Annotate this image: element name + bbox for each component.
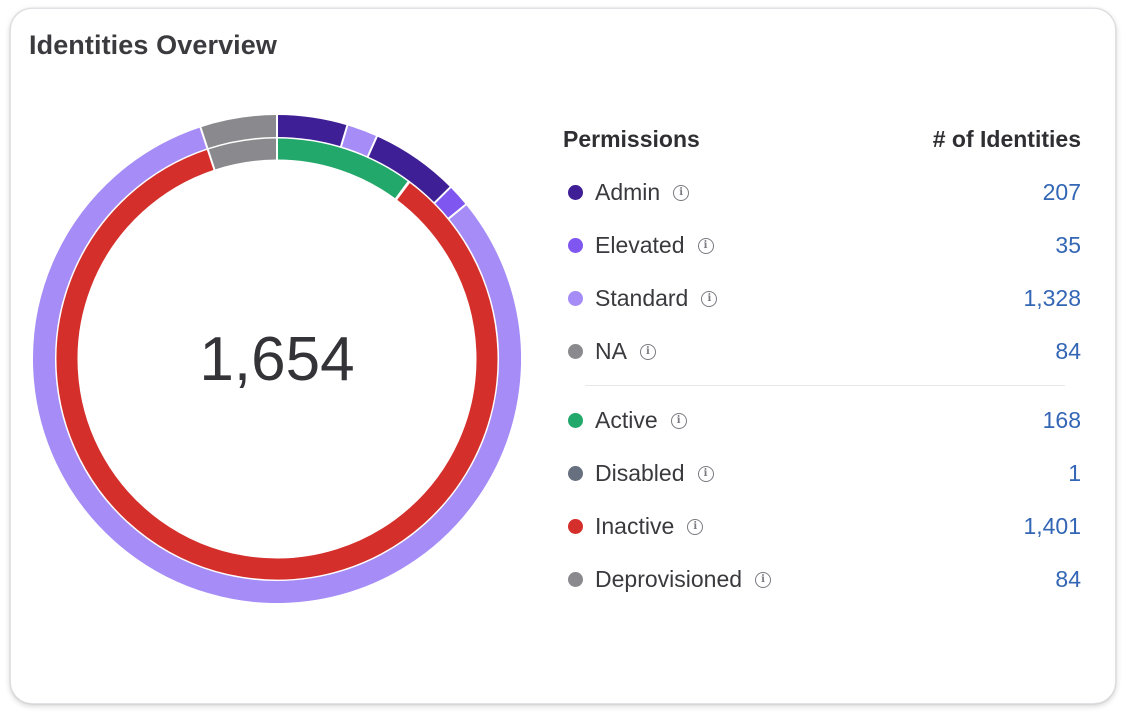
active-count[interactable]: 168 bbox=[1042, 407, 1081, 433]
identities-count-column-header: # of Identities bbox=[932, 125, 1081, 152]
outer-ring-segment-na[interactable] bbox=[200, 115, 278, 149]
legend: Permissions # of Identities Admin i 207 … bbox=[563, 124, 1081, 606]
admin-label: Admin bbox=[595, 179, 661, 205]
legend-row-na[interactable]: NA i 84 bbox=[563, 325, 1081, 378]
inactive-label: Inactive bbox=[595, 513, 675, 539]
deprovisioned-count[interactable]: 84 bbox=[1055, 566, 1081, 592]
info-icon[interactable]: i bbox=[697, 237, 714, 254]
admin-count[interactable]: 207 bbox=[1042, 179, 1081, 205]
permissions-column-header: Permissions bbox=[563, 125, 700, 152]
deprovisioned-label: Deprovisioned bbox=[595, 566, 743, 592]
active-dot bbox=[568, 413, 583, 428]
legend-row-admin[interactable]: Admin i 207 bbox=[563, 166, 1081, 219]
inner-ring-segment-inactive[interactable] bbox=[56, 149, 498, 580]
outer-ring-separator bbox=[199, 126, 209, 150]
elevated-count[interactable]: 35 bbox=[1055, 232, 1081, 258]
outer-ring-separator bbox=[366, 135, 379, 158]
info-icon[interactable]: i bbox=[639, 343, 656, 360]
outer-ring-segment-admin[interactable] bbox=[367, 136, 451, 203]
inner-ring-segment-deprovisioned[interactable] bbox=[207, 138, 278, 170]
info-icon[interactable]: i bbox=[670, 412, 687, 429]
outer-ring-segment-standard[interactable] bbox=[340, 125, 377, 157]
inner-ring-segment-active[interactable] bbox=[276, 138, 409, 199]
info-icon[interactable]: i bbox=[755, 571, 772, 588]
outer-ring-separator bbox=[433, 185, 452, 205]
legend-row-elevated[interactable]: Elevated i 35 bbox=[563, 219, 1081, 272]
legend-row-active[interactable]: Active i 168 bbox=[563, 394, 1081, 447]
identities-donut-chart bbox=[33, 115, 521, 603]
info-icon[interactable]: i bbox=[687, 518, 704, 535]
legend-divider bbox=[585, 385, 1065, 386]
elevated-label: Elevated bbox=[595, 232, 685, 258]
info-icon[interactable]: i bbox=[701, 290, 718, 307]
outer-ring-segment-admin[interactable] bbox=[276, 115, 348, 147]
outer-ring-separator bbox=[447, 203, 468, 220]
card-title: Identities Overview bbox=[29, 30, 277, 60]
inactive-dot bbox=[568, 519, 583, 534]
legend-row-standard[interactable]: Standard i 1,328 bbox=[563, 272, 1081, 325]
legend-row-deprovisioned[interactable]: Deprovisioned i 84 bbox=[563, 553, 1081, 606]
disabled-dot bbox=[568, 466, 583, 481]
legend-header: Permissions # of Identities bbox=[563, 124, 1081, 154]
standard-dot bbox=[568, 291, 583, 306]
inner-ring-separator bbox=[395, 181, 411, 201]
disabled-label: Disabled bbox=[595, 460, 685, 486]
legend-row-inactive[interactable]: Inactive i 1,401 bbox=[563, 500, 1081, 553]
inner-ring-separator bbox=[206, 148, 216, 171]
elevated-dot bbox=[568, 238, 583, 253]
na-label: NA bbox=[595, 338, 627, 364]
outer-ring-separator bbox=[339, 124, 349, 148]
active-label: Active bbox=[595, 407, 658, 433]
outer-ring-segment-elevated[interactable] bbox=[434, 187, 466, 219]
na-count[interactable]: 84 bbox=[1055, 338, 1081, 364]
admin-dot bbox=[568, 185, 583, 200]
na-dot bbox=[568, 344, 583, 359]
info-icon[interactable]: i bbox=[697, 465, 714, 482]
inactive-count[interactable]: 1,401 bbox=[1023, 513, 1081, 539]
disabled-count[interactable]: 1 bbox=[1068, 460, 1081, 486]
outer-ring-segment-standard[interactable] bbox=[33, 127, 521, 603]
legend-row-disabled[interactable]: Disabled i 1 bbox=[563, 447, 1081, 500]
standard-label: Standard bbox=[595, 285, 689, 311]
deprovisioned-dot bbox=[568, 572, 583, 587]
standard-count[interactable]: 1,328 bbox=[1023, 285, 1081, 311]
info-icon[interactable]: i bbox=[673, 184, 690, 201]
